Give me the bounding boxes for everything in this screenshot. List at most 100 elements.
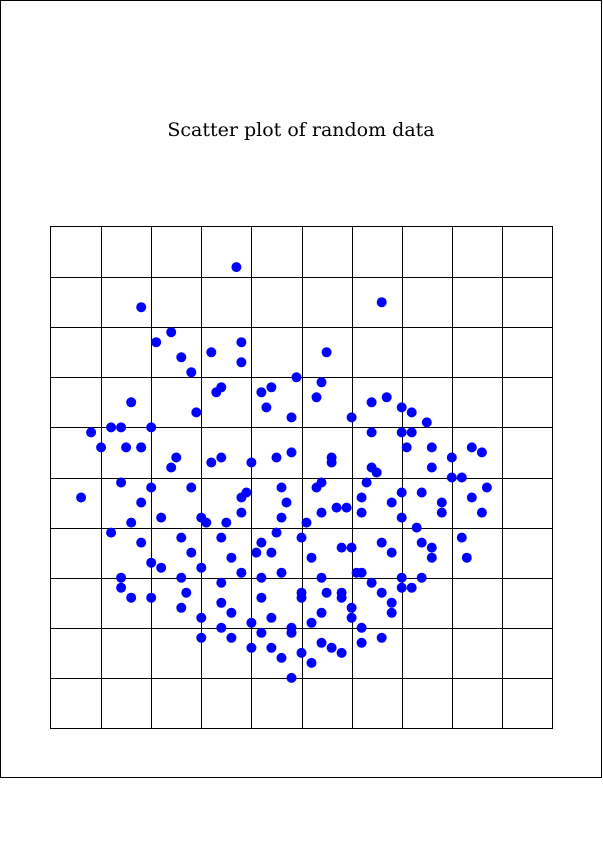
scatter-point (171, 452, 182, 463)
scatter-point (221, 517, 232, 528)
scatter-point (216, 452, 227, 463)
scatter-point (341, 502, 352, 513)
scatter-point (256, 592, 267, 603)
scatter-point (366, 577, 377, 588)
scatter-point (216, 532, 227, 543)
scatter-point (386, 497, 397, 508)
scatter-point (126, 517, 137, 528)
scatter-point (186, 482, 197, 493)
scatter-point (96, 442, 107, 453)
scatter-point (346, 602, 357, 613)
scatter-point (416, 487, 427, 498)
scatter-point (236, 507, 247, 518)
scatter-point (426, 542, 437, 553)
scatter-point (116, 582, 127, 593)
scatter-point (356, 637, 367, 648)
scatter-point (176, 602, 187, 613)
scatter-point (186, 367, 197, 378)
scatter-point (176, 572, 187, 583)
scatter-point (481, 482, 492, 493)
scatter-point (416, 537, 427, 548)
scatter-point (236, 337, 247, 348)
scatter-point (421, 417, 432, 428)
scatter-point (271, 452, 282, 463)
scatter-point (196, 612, 207, 623)
scatter-point (356, 622, 367, 633)
scatter-point (351, 567, 362, 578)
scatter-point (376, 632, 387, 643)
scatter-point (176, 352, 187, 363)
scatter-point (256, 537, 267, 548)
scatter-point (316, 607, 327, 618)
scatter-point (346, 542, 357, 553)
scatter-points (76, 262, 492, 683)
scatter-point (266, 612, 277, 623)
scatter-point (86, 427, 97, 438)
scatter-point (116, 422, 127, 433)
scatter-point (446, 452, 457, 463)
scatter-point (331, 502, 342, 513)
scatter-point (386, 547, 397, 558)
scatter-point (361, 477, 372, 488)
scatter-point (386, 607, 397, 618)
scatter-point (286, 672, 297, 683)
scatter-point (376, 537, 387, 548)
scatter-point (276, 567, 287, 578)
scatter-point (286, 447, 297, 458)
scatter-point (146, 422, 157, 433)
scatter-point (301, 517, 312, 528)
scatter-point (426, 462, 437, 473)
scatter-point (276, 652, 287, 663)
scatter-point (326, 457, 337, 468)
scatter-point (151, 337, 162, 348)
scatter-point (266, 382, 277, 393)
scatter-point (226, 552, 237, 563)
scatter-point (396, 582, 407, 593)
scatter-point (136, 537, 147, 548)
scatter-point (356, 492, 367, 503)
scatter-point (381, 392, 392, 403)
scatter-point (116, 572, 127, 583)
scatter-point (406, 407, 417, 418)
scatter-point (166, 327, 177, 338)
scatter-point (176, 532, 187, 543)
scatter-point (371, 467, 382, 478)
scatter-point (406, 427, 417, 438)
scatter-point (146, 592, 157, 603)
scatter-point (321, 347, 332, 358)
scatter-point (296, 647, 307, 658)
scatter-point (231, 262, 242, 273)
scatter-point (296, 532, 307, 543)
figure-frame (0, 0, 602, 778)
scatter-point (241, 487, 252, 498)
scatter-point (456, 472, 467, 483)
scatter-point (256, 387, 267, 398)
scatter-point (306, 617, 317, 628)
scatter-point (436, 507, 447, 518)
scatter-point (246, 617, 257, 628)
scatter-point (76, 492, 87, 503)
scatter-point (446, 472, 457, 483)
scatter-point (461, 552, 472, 563)
chart-title: Scatter plot of random data (167, 119, 434, 141)
scatter-point (476, 447, 487, 458)
scatter-point (386, 597, 397, 608)
scatter-point (256, 572, 267, 583)
scatter-point (181, 587, 192, 598)
scatter-point (146, 482, 157, 493)
scatter-point (316, 572, 327, 583)
scatter-point (321, 587, 332, 598)
scatter-point (316, 507, 327, 518)
scatter-point (126, 397, 137, 408)
scatter-point (216, 597, 227, 608)
scatter-point (411, 522, 422, 533)
scatter-point (236, 357, 247, 368)
scatter-point (226, 607, 237, 618)
scatter-point (276, 512, 287, 523)
scatter-point (401, 442, 412, 453)
scatter-point (366, 427, 377, 438)
scatter-point (396, 402, 407, 413)
scatter-point (291, 372, 302, 383)
scatter-point (281, 497, 292, 508)
scatter-point (396, 512, 407, 523)
